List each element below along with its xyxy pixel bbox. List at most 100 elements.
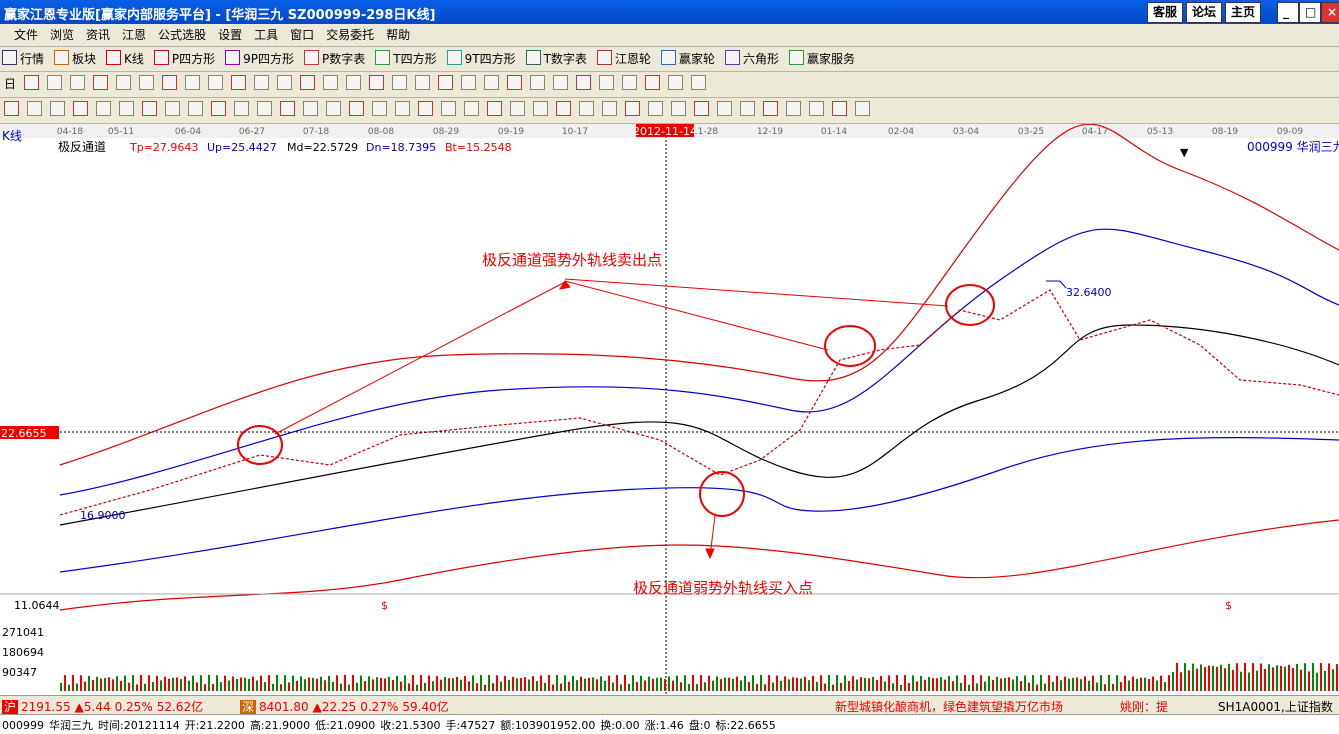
tool-icon[interactable]: [303, 101, 318, 116]
menu-item[interactable]: 工具: [254, 28, 279, 42]
tool-icon[interactable]: [50, 101, 65, 116]
menu-item[interactable]: 公式选股: [158, 28, 207, 42]
menu-item[interactable]: 文件: [14, 28, 39, 42]
tool-icon[interactable]: [23, 75, 39, 90]
tool-icon[interactable]: [717, 101, 732, 116]
window-button[interactable]: 论坛: [1186, 2, 1223, 23]
tool-icon[interactable]: [487, 101, 502, 116]
tool-icon[interactable]: [234, 101, 249, 116]
tool-icon[interactable]: [138, 75, 154, 90]
tool-icon[interactable]: [230, 75, 246, 90]
tool-icon[interactable]: [96, 101, 111, 116]
toolbar-button[interactable]: P数字表: [304, 47, 365, 71]
close[interactable]: ×: [1321, 2, 1339, 23]
tool-icon[interactable]: [253, 75, 269, 90]
tool-icon[interactable]: [395, 101, 410, 116]
toolbar-button[interactable]: 9P四方形: [225, 47, 294, 71]
tool-icon[interactable]: [740, 101, 755, 116]
toolbar-button[interactable]: K线: [106, 47, 144, 71]
tool-icon[interactable]: [280, 101, 295, 116]
tool-icon[interactable]: [257, 101, 272, 116]
tool-icon[interactable]: [671, 101, 686, 116]
tool-icon[interactable]: [510, 101, 525, 116]
tool-icon[interactable]: [322, 75, 338, 90]
menu-item[interactable]: 资讯: [86, 28, 111, 42]
tool-icon[interactable]: [349, 101, 364, 116]
tool-icon[interactable]: [552, 75, 568, 90]
tool-icon[interactable]: [299, 75, 315, 90]
menu-item[interactable]: 浏览: [50, 28, 75, 42]
tool-icon[interactable]: [602, 101, 617, 116]
news-ticker[interactable]: 新型城镇化酿商机，绿色建筑望撬万亿市场: [835, 700, 1064, 714]
tool-icon[interactable]: [648, 101, 663, 116]
tool-icon[interactable]: [92, 75, 108, 90]
window-button[interactable]: 主页: [1225, 2, 1262, 23]
toolbar-button[interactable]: P四方形: [153, 47, 215, 71]
tool-icon[interactable]: [207, 75, 223, 90]
maximize[interactable]: □: [1299, 2, 1321, 23]
tool-icon[interactable]: [211, 101, 226, 116]
menu-item[interactable]: 设置: [218, 28, 243, 42]
tool-icon[interactable]: [763, 101, 778, 116]
minimize[interactable]: _: [1277, 2, 1299, 23]
menu-item[interactable]: 江恩: [122, 28, 147, 42]
toolbar-button[interactable]: 六角形: [724, 47, 779, 71]
tool-icon[interactable]: [483, 75, 499, 90]
tool-icon[interactable]: [786, 101, 801, 116]
tool-icon[interactable]: [188, 101, 203, 116]
tool-icon[interactable]: [184, 75, 200, 90]
news-ticker-2[interactable]: 姚刚：提: [1120, 700, 1169, 714]
tool-icon[interactable]: [391, 75, 407, 90]
toolbar-button[interactable]: T四方形: [375, 47, 437, 71]
toolbar-button[interactable]: 江恩轮: [596, 47, 651, 71]
tool-icon[interactable]: [115, 75, 131, 90]
toolbar-button[interactable]: T数字表: [525, 47, 587, 71]
tool-icon[interactable]: [625, 101, 640, 116]
tool-icon[interactable]: [345, 75, 361, 90]
tool-icon[interactable]: [855, 101, 870, 116]
tool-icon[interactable]: [809, 101, 824, 116]
tool-icon[interactable]: [27, 101, 42, 116]
tool-icon[interactable]: [418, 101, 433, 116]
tool-icon[interactable]: [529, 75, 545, 90]
tool-icon[interactable]: [667, 75, 683, 90]
tool-icon[interactable]: [161, 75, 177, 90]
toolbar-button[interactable]: 赢家轮: [660, 47, 715, 71]
period-button[interactable]: 日: [4, 77, 17, 91]
tool-icon[interactable]: [276, 75, 292, 90]
tool-icon[interactable]: [437, 75, 453, 90]
window-button[interactable]: 客服: [1147, 2, 1184, 23]
toolbar-button[interactable]: 行情: [2, 47, 44, 71]
toolbar-button[interactable]: 赢家服务: [788, 47, 855, 71]
tool-icon[interactable]: [579, 101, 594, 116]
tool-icon[interactable]: [506, 75, 522, 90]
menu-item[interactable]: 窗口: [290, 28, 315, 42]
tool-icon[interactable]: [464, 101, 479, 116]
tool-icon[interactable]: [644, 75, 660, 90]
tool-icon[interactable]: [119, 101, 134, 116]
toolbar-button[interactable]: 板块: [54, 47, 96, 71]
tool-icon[interactable]: [533, 101, 548, 116]
tool-icon[interactable]: [690, 75, 706, 90]
tool-icon[interactable]: [326, 101, 341, 116]
tool-icon[interactable]: [165, 101, 180, 116]
tool-icon[interactable]: [414, 75, 430, 90]
tool-icon[interactable]: [441, 101, 456, 116]
tool-icon[interactable]: [832, 101, 847, 116]
menu-item[interactable]: 帮助: [386, 28, 411, 42]
tool-icon[interactable]: [4, 101, 19, 116]
tool-icon[interactable]: [73, 101, 88, 116]
tool-icon[interactable]: [556, 101, 571, 116]
tool-icon[interactable]: [694, 101, 709, 116]
tool-icon[interactable]: [372, 101, 387, 116]
tool-icon[interactable]: [69, 75, 85, 90]
tool-icon[interactable]: [598, 75, 614, 90]
tool-icon[interactable]: [142, 101, 157, 116]
tool-icon[interactable]: [368, 75, 384, 90]
tool-icon[interactable]: [575, 75, 591, 90]
toolbar-button[interactable]: 9T四方形: [446, 47, 516, 71]
tool-icon[interactable]: [621, 75, 637, 90]
tool-icon[interactable]: [460, 75, 476, 90]
tool-icon[interactable]: [46, 75, 62, 90]
menu-item[interactable]: 交易委托: [326, 28, 375, 42]
